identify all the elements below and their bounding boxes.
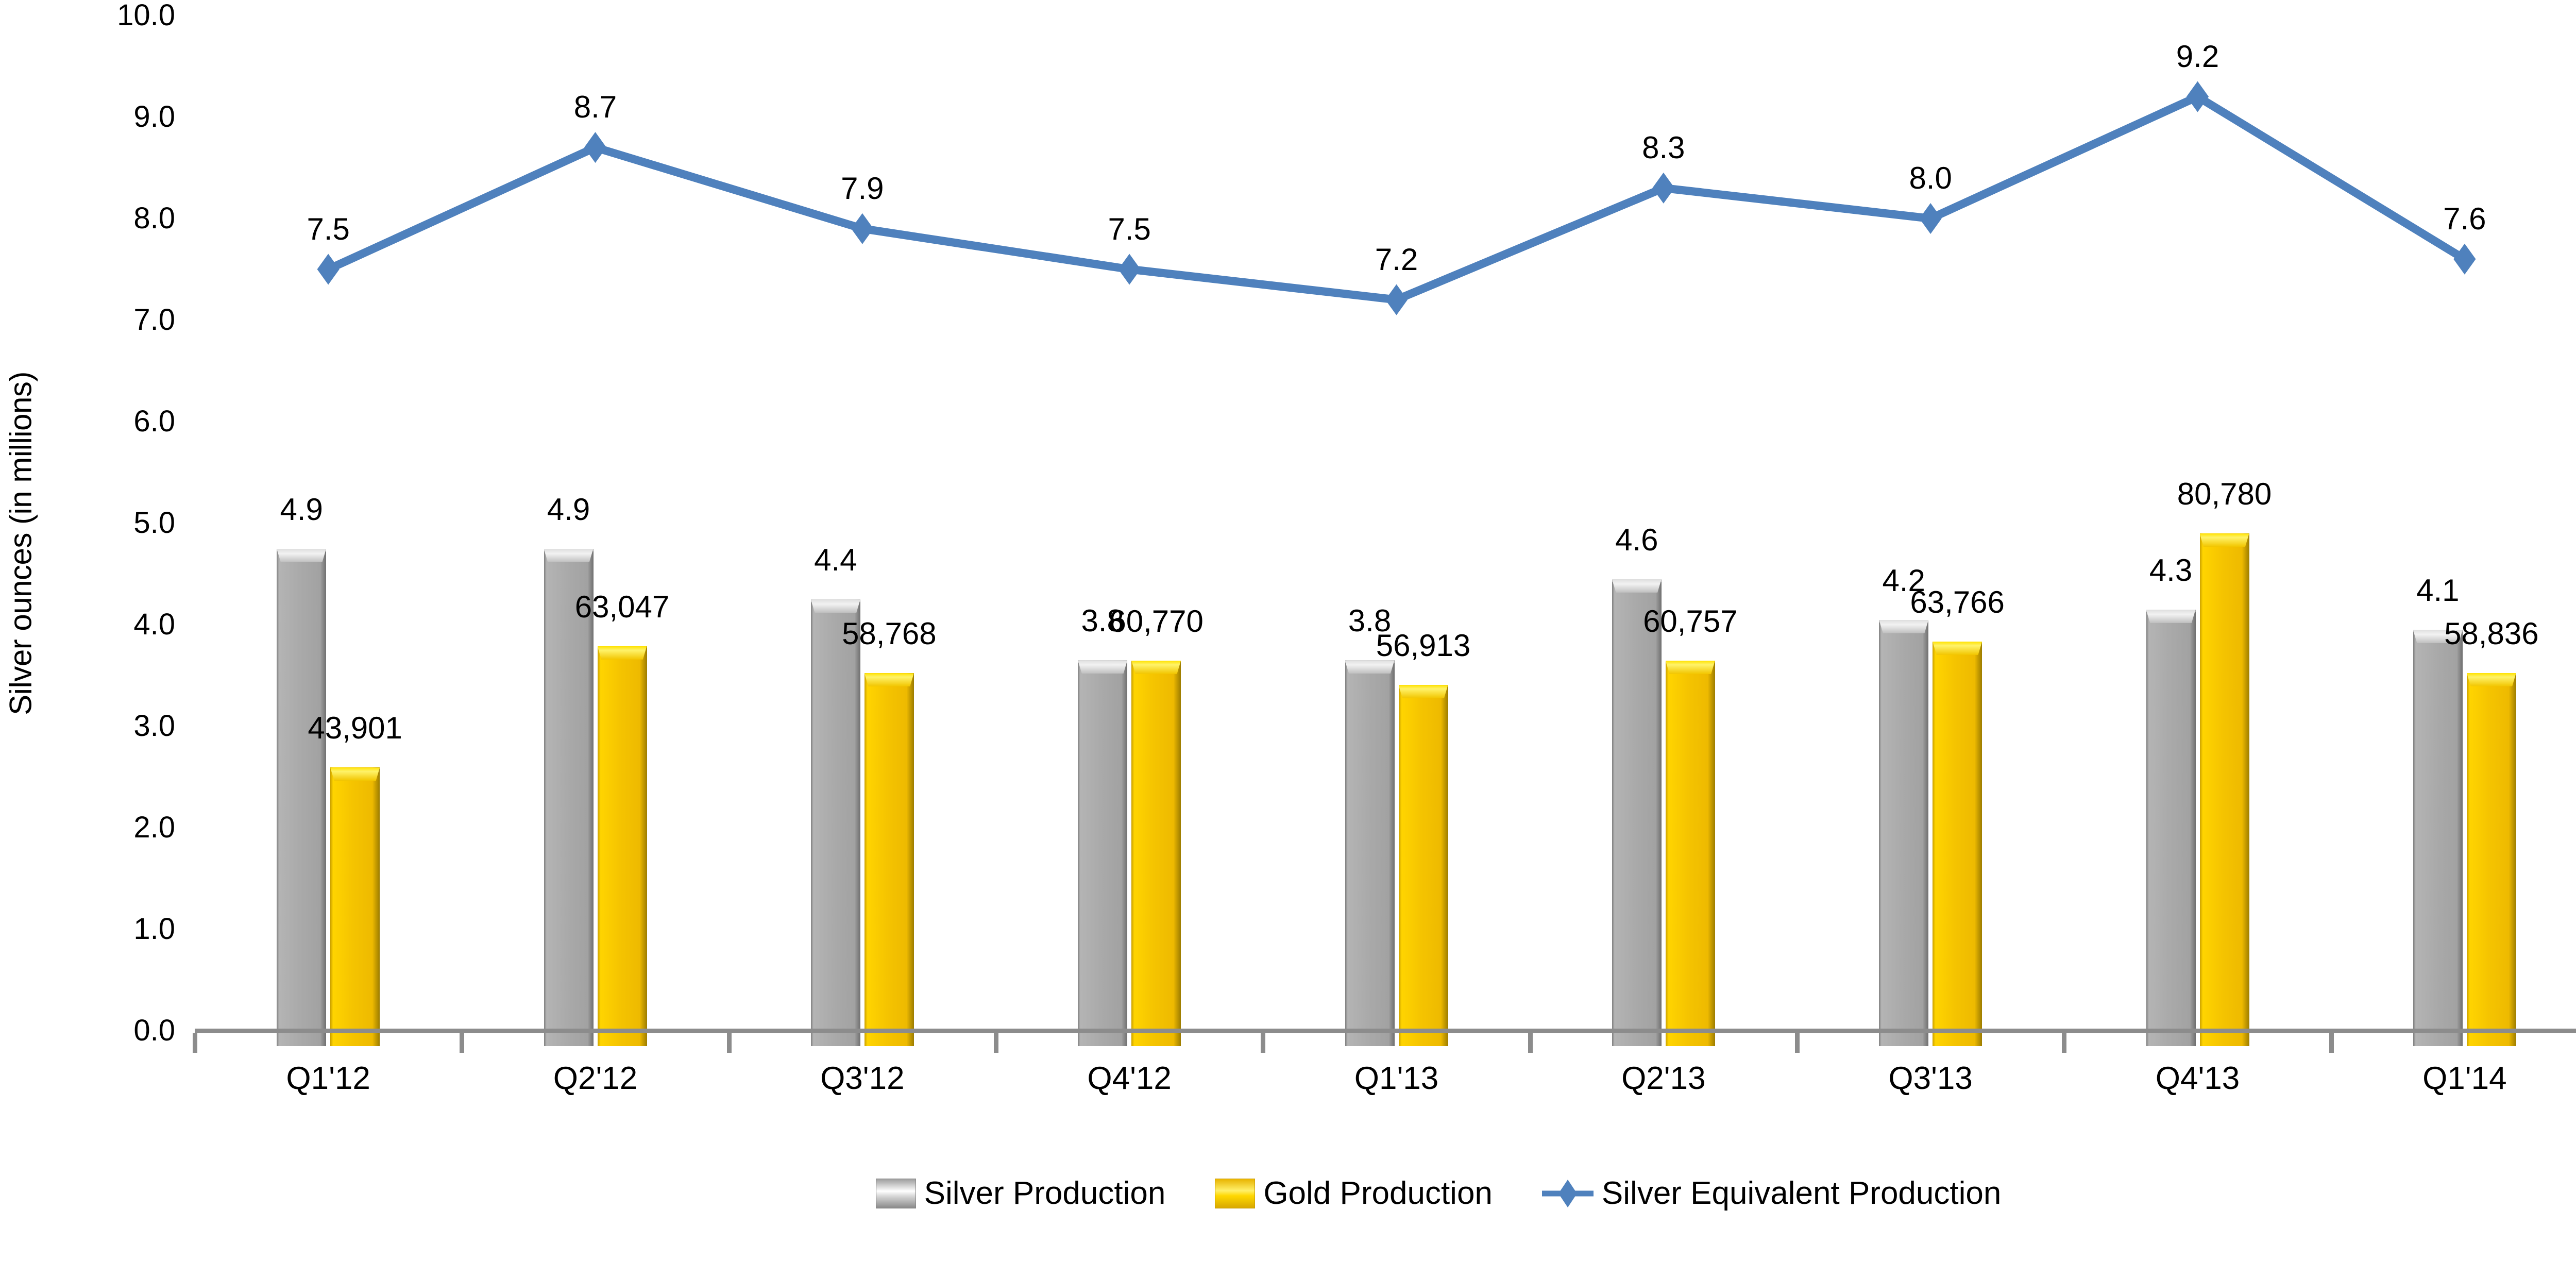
y-tick-left-9: 9.0 xyxy=(133,100,175,133)
line-label-7: 9.2 xyxy=(2176,39,2219,74)
y-tick-left-0: 0.0 xyxy=(133,1014,175,1047)
bar-label-gold-2: 58,768 xyxy=(842,616,937,651)
x-tick-4 xyxy=(1261,1033,1266,1053)
x-tick-7 xyxy=(2062,1033,2067,1053)
bar-label-gold-1: 63,047 xyxy=(574,589,670,624)
y-tick-left-10: 10.0 xyxy=(117,0,175,32)
bar-label-silver-1: 4.9 xyxy=(547,492,590,527)
line-label-8: 7.6 xyxy=(2443,201,2486,236)
blue-diamond-marker xyxy=(1541,1179,1594,1208)
bar-label-gold-4: 56,913 xyxy=(1376,628,1471,663)
line-label-2: 7.9 xyxy=(841,171,884,206)
y-tick-left-7: 7.0 xyxy=(133,303,175,337)
y-tick-left-3: 3.0 xyxy=(133,709,175,743)
line-label-5: 8.3 xyxy=(1642,130,1685,165)
x-label-5: Q2'13 xyxy=(1621,1061,1706,1096)
bar-silver-7[interactable] xyxy=(2146,609,2196,1046)
x-tick-6 xyxy=(1795,1033,1800,1053)
y-tick-left-2: 2.0 xyxy=(133,811,175,844)
legend-label-silver-equivalent-production: Silver Equivalent Production xyxy=(1601,1175,2002,1211)
bar-label-silver-4: 3.8 xyxy=(1348,603,1392,639)
y-tick-left-8: 8.0 xyxy=(133,201,175,235)
line-label-4: 7.2 xyxy=(1375,242,1418,277)
bar-gold-1[interactable] xyxy=(597,646,647,1046)
bar-label-gold-6: 63,766 xyxy=(1910,584,2005,619)
y-tick-left-5: 5.0 xyxy=(133,506,175,540)
x-tick-3 xyxy=(994,1033,998,1053)
line-label-1: 8.7 xyxy=(573,90,617,125)
silver-bar-swatch xyxy=(875,1178,916,1208)
bar-label-silver-7: 4.3 xyxy=(2149,552,2193,587)
bar-label-gold-8: 58,836 xyxy=(2444,616,2539,651)
x-label-7: Q4'13 xyxy=(2155,1061,2240,1096)
x-label-2: Q3'12 xyxy=(820,1061,905,1096)
chart-legend: Silver Production Gold Production Silver… xyxy=(0,1175,2576,1212)
x-tick-1 xyxy=(460,1033,465,1053)
line-label-0: 7.5 xyxy=(307,211,350,246)
bar-label-gold-3: 60,770 xyxy=(1109,603,1204,639)
bar-label-gold-5: 60,757 xyxy=(1643,603,1738,639)
bar-silver-8[interactable] xyxy=(2413,630,2463,1046)
legend-item-silver-equivalent-production[interactable]: Silver Equivalent Production xyxy=(1541,1175,2002,1212)
bar-silver-1[interactable] xyxy=(544,548,594,1046)
bar-gold-4[interactable] xyxy=(1398,685,1448,1046)
x-label-8: Q1'14 xyxy=(2422,1061,2507,1096)
line-label-6: 8.0 xyxy=(1909,161,1952,195)
x-tick-8 xyxy=(2329,1033,2334,1053)
x-tick-2 xyxy=(726,1033,732,1053)
bar-gold-6[interactable] xyxy=(1933,641,1982,1046)
bar-silver-3[interactable] xyxy=(1078,660,1128,1046)
line-label-3: 7.5 xyxy=(1108,211,1151,246)
bar-gold-3[interactable] xyxy=(1131,660,1181,1046)
gold-bar-swatch xyxy=(1215,1178,1256,1208)
bar-label-gold-7: 80,780 xyxy=(2177,477,2272,512)
bar-gold-5[interactable] xyxy=(1665,660,1715,1046)
bar-silver-2[interactable] xyxy=(810,599,860,1046)
y-tick-left-6: 6.0 xyxy=(133,405,175,438)
x-label-1: Q2'12 xyxy=(553,1061,638,1096)
bar-gold-2[interactable] xyxy=(864,673,914,1046)
x-label-3: Q4'12 xyxy=(1087,1061,1172,1096)
bar-silver-4[interactable] xyxy=(1345,660,1395,1046)
bar-gold-7[interactable] xyxy=(2199,533,2249,1046)
bar-label-gold-0: 43,901 xyxy=(308,711,402,746)
bar-label-silver-6: 4.2 xyxy=(1882,563,1925,598)
x-tick-5 xyxy=(1528,1033,1533,1053)
x-tick-0 xyxy=(193,1033,197,1053)
bar-label-silver-0: 4.9 xyxy=(280,492,323,527)
bar-gold-8[interactable] xyxy=(2466,673,2516,1046)
bar-label-silver-8: 4.1 xyxy=(2416,573,2460,608)
x-label-6: Q3'13 xyxy=(1888,1061,1973,1096)
bar-label-silver-5: 4.6 xyxy=(1615,522,1658,557)
y-tick-left-4: 4.0 xyxy=(133,608,175,641)
bar-silver-5[interactable] xyxy=(1612,579,1662,1046)
x-label-4: Q1'13 xyxy=(1354,1061,1439,1096)
bar-label-silver-2: 4.4 xyxy=(814,543,857,578)
bar-gold-0[interactable] xyxy=(330,767,380,1046)
bar-silver-6[interactable] xyxy=(1879,619,1929,1046)
x-label-0: Q1'12 xyxy=(286,1061,370,1096)
legend-item-gold-production[interactable]: Gold Production xyxy=(1215,1175,1493,1212)
legend-item-silver-production[interactable]: Silver Production xyxy=(875,1175,1166,1212)
legend-label-silver-production: Silver Production xyxy=(924,1175,1166,1211)
legend-label-gold-production: Gold Production xyxy=(1263,1175,1493,1211)
bar-label-silver-3: 3.8 xyxy=(1081,603,1124,639)
y-tick-left-1: 1.0 xyxy=(133,912,175,946)
plot-area xyxy=(195,15,2576,1046)
x-axis-line xyxy=(195,1029,2576,1033)
bar-silver-0[interactable] xyxy=(277,548,327,1046)
